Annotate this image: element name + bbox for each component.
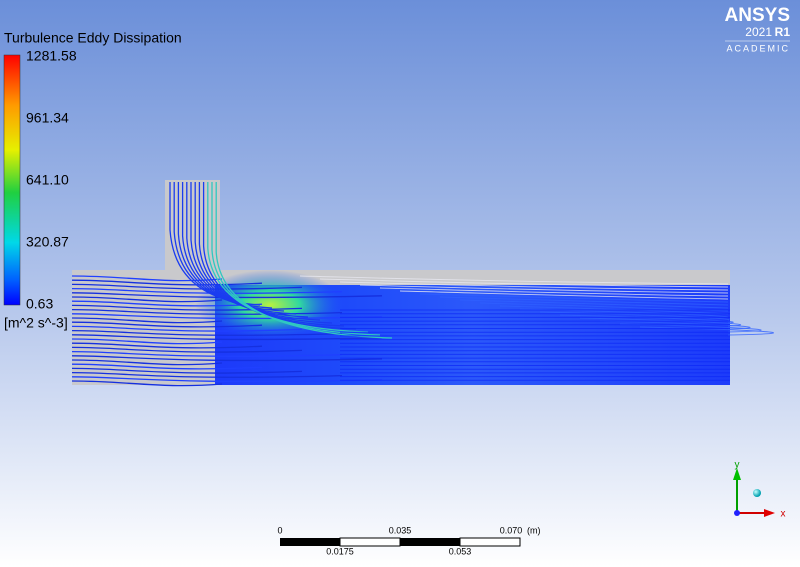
streamline bbox=[359, 284, 729, 294]
legend-label: 0.63 bbox=[26, 296, 53, 312]
triad-origin bbox=[734, 510, 740, 516]
scale-label: 0.0175 bbox=[326, 546, 354, 556]
scale-segment bbox=[459, 537, 521, 547]
streamline bbox=[319, 278, 729, 288]
streamline bbox=[71, 279, 263, 286]
legend-label: 320.87 bbox=[26, 234, 69, 250]
streamline bbox=[439, 296, 729, 306]
streamline bbox=[71, 334, 383, 341]
streamline bbox=[71, 287, 343, 294]
streamline bbox=[71, 325, 303, 332]
triad-sphere bbox=[753, 489, 761, 497]
streamline bbox=[71, 359, 223, 366]
streamline bbox=[211, 182, 381, 336]
scale-segment bbox=[280, 538, 340, 546]
streamline bbox=[71, 329, 343, 336]
streamline bbox=[71, 355, 383, 362]
streamline bbox=[71, 363, 263, 370]
axis-triad: y x bbox=[733, 460, 786, 520]
streamline bbox=[399, 290, 729, 300]
streamline bbox=[71, 350, 343, 357]
streamline bbox=[181, 182, 297, 315]
streamline bbox=[198, 182, 345, 327]
streamline bbox=[190, 182, 321, 321]
legend-labels: 1281.58 961.34 641.10 320.87 0.63 bbox=[26, 48, 77, 312]
streamline bbox=[71, 346, 303, 353]
logo-brand: ANSYS bbox=[725, 5, 790, 26]
scale-label: 0.070 bbox=[500, 525, 523, 535]
streamline bbox=[215, 182, 393, 339]
streamline bbox=[207, 182, 369, 333]
streamlines bbox=[71, 182, 774, 387]
streamline bbox=[71, 376, 383, 383]
legend-title: Turbulence Eddy Dissipation bbox=[4, 30, 182, 46]
streamline bbox=[71, 275, 223, 282]
color-bar bbox=[3, 54, 21, 306]
scale-label: 0 bbox=[277, 525, 282, 535]
triad-x-arrow bbox=[764, 509, 775, 517]
streamline bbox=[71, 283, 303, 290]
streamline bbox=[71, 313, 383, 320]
scale-segment bbox=[400, 538, 460, 546]
streamline bbox=[559, 314, 734, 324]
scale-unit: (m) bbox=[527, 525, 541, 535]
scale-segment bbox=[339, 537, 401, 547]
streamline bbox=[202, 182, 357, 330]
triad-y-label: y bbox=[735, 460, 740, 471]
streamline bbox=[539, 311, 730, 321]
streamline bbox=[419, 293, 729, 303]
streamline bbox=[173, 182, 273, 309]
logo-edition: ACADEMIC bbox=[726, 43, 790, 53]
domain bbox=[71, 180, 774, 387]
streamline bbox=[71, 338, 223, 345]
streamline bbox=[71, 367, 303, 374]
streamline bbox=[71, 317, 223, 324]
streamline bbox=[71, 371, 343, 378]
hot-zone bbox=[195, 270, 345, 340]
streamline bbox=[639, 326, 774, 336]
streamline bbox=[186, 182, 309, 318]
legend-unit: [m^2 s^-3] bbox=[4, 315, 68, 331]
streamline bbox=[71, 292, 383, 299]
legend-label: 961.34 bbox=[26, 110, 69, 126]
streamline bbox=[299, 275, 729, 285]
scale-bar: 0 0.035 0.070 (m) 0.0175 0.053 bbox=[277, 525, 540, 556]
streamline bbox=[379, 287, 729, 297]
triad-x-label: x bbox=[781, 509, 786, 520]
triad-y-arrow bbox=[733, 468, 741, 480]
streamline bbox=[194, 182, 333, 324]
logo-release: R1 bbox=[775, 25, 791, 39]
legend-label: 1281.58 bbox=[26, 48, 77, 64]
streamline bbox=[579, 317, 741, 327]
streamline bbox=[71, 380, 223, 387]
streamline bbox=[459, 299, 729, 309]
legend-label: 641.10 bbox=[26, 172, 69, 188]
streamline bbox=[177, 182, 285, 312]
scale-label: 0.053 bbox=[449, 546, 472, 556]
streamline bbox=[71, 296, 223, 303]
streamline bbox=[339, 281, 729, 291]
streamline bbox=[71, 300, 263, 307]
streamline bbox=[71, 321, 263, 328]
scale-label: 0.035 bbox=[389, 525, 412, 535]
logo-version: 2021 bbox=[745, 25, 772, 39]
streamline bbox=[71, 342, 263, 349]
